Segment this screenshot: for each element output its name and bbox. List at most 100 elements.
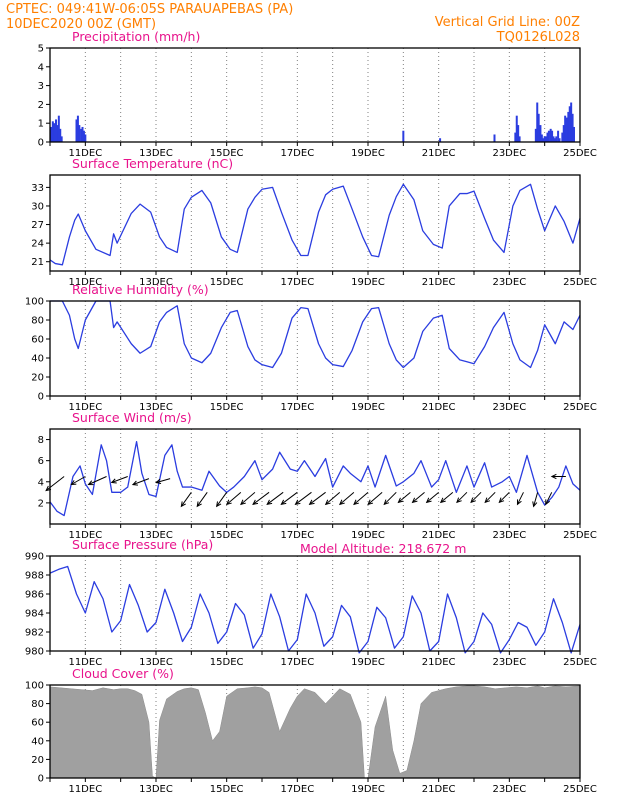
surface_pressure-title: Surface Pressure (hPa) <box>72 537 213 552</box>
wind-arrow <box>545 492 553 506</box>
wind-arrow <box>180 492 192 508</box>
wind-arrow <box>439 491 454 504</box>
wind-arrow <box>516 492 524 506</box>
wind-arrow <box>294 491 312 506</box>
precip-bar <box>545 136 548 142</box>
surface_pressure-frame <box>49 555 581 652</box>
wind-arrow-head <box>484 497 491 504</box>
wind-arrow-head <box>456 497 462 504</box>
x-tick-label: 13DEC <box>139 148 173 159</box>
y-tick-label: 30 <box>31 201 44 212</box>
wind-arrow <box>280 491 298 506</box>
panels: 0 1 2 3 4 5 11DEC 13DEC 15DEC 17DEC 19DEC 21DEC 23DE… <box>25 29 597 795</box>
y-tick-label: 0 <box>38 392 44 403</box>
relative_humidity-line <box>50 300 581 369</box>
wind-arrow-head <box>498 497 505 504</box>
y-tick-label: 40 <box>31 354 44 365</box>
x-tick-label: 23DEC <box>492 657 526 668</box>
x-tick-label: 13DEC <box>139 784 173 795</box>
y-tick-label: 100 <box>25 681 44 692</box>
surface_temperature-panel: 21 24 27 30 33 11DEC 13DEC 15DEC 17DEC 19DEC 21DEC… <box>31 156 597 288</box>
x-tick-label: 19DEC <box>351 784 385 795</box>
wind-arrow-shaft <box>252 491 270 505</box>
precip-bar <box>75 119 78 142</box>
precip-bar <box>549 128 552 142</box>
relative_humidity-title: Relative Humidity (%) <box>72 282 209 297</box>
precip-bar <box>543 136 546 142</box>
wind-arrow-shaft <box>309 491 326 505</box>
wind-arrow <box>456 491 468 504</box>
wind-arrow <box>550 473 566 480</box>
wind-arrow-shaft <box>545 492 553 505</box>
wind-arrow-shaft <box>180 492 192 507</box>
y-tick-label: 0 <box>38 774 44 785</box>
wind-arrow-shaft <box>88 476 107 485</box>
wind-arrow <box>308 491 326 506</box>
precip-bar <box>78 125 81 142</box>
y-tick-label: 20 <box>31 755 44 766</box>
wind-arrow-head <box>131 480 138 486</box>
precip-bar <box>571 113 574 142</box>
wind-arrow-shaft <box>484 491 496 503</box>
surface_wind-title: Surface Wind (m/s) <box>72 410 192 425</box>
wind-arrow-head <box>70 480 77 486</box>
x-tick-label: 15DEC <box>210 530 244 541</box>
x-tick-label: 17DEC <box>280 657 314 668</box>
wind-arrow <box>470 491 482 504</box>
x-tick-label: 15DEC <box>210 657 244 668</box>
precip-bar <box>562 125 565 142</box>
x-tick-label: 17DEC <box>280 402 314 413</box>
wind-arrow-shaft <box>470 491 482 503</box>
precip-bar <box>402 130 405 142</box>
x-tick-label: 21DEC <box>422 784 456 795</box>
precip-bar <box>517 125 520 142</box>
x-tick-label: 23DEC <box>492 530 526 541</box>
y-tick-label: 21 <box>31 257 44 268</box>
grid-line-note: Vertical Grid Line: 00Z <box>435 15 580 30</box>
wind-arrow <box>425 491 439 504</box>
wind-arrow <box>324 491 341 506</box>
wind-arrow <box>266 491 284 506</box>
wind-arrow-shaft <box>426 491 439 503</box>
wind-arrow-head <box>516 499 522 506</box>
x-tick-label: 11DEC <box>68 530 102 541</box>
precip-bar <box>570 102 573 142</box>
wind-arrow <box>338 491 355 506</box>
precip-bar <box>534 128 537 142</box>
wind-arrow-head <box>470 497 476 504</box>
relative_humidity-frame <box>49 300 581 397</box>
wind-arrow-shaft <box>498 491 510 503</box>
wind-arrow-shaft <box>383 491 397 505</box>
precip-bar <box>553 138 556 142</box>
precip-bar <box>557 130 560 142</box>
y-tick-label: 1 <box>38 119 44 130</box>
wind-arrow <box>252 491 270 506</box>
precip-bar <box>57 115 60 142</box>
wind-arrow-shaft <box>71 476 86 485</box>
wind-arrow-head <box>252 499 259 506</box>
y-tick-label: 984 <box>25 609 44 620</box>
x-tick-label: 11DEC <box>68 657 102 668</box>
wind-arrow-shaft <box>367 491 383 505</box>
wind-arrow-head <box>324 499 331 506</box>
wind-arrow-head <box>240 499 246 506</box>
wind-arrow-head <box>425 497 432 504</box>
wind-arrow-head <box>155 478 162 484</box>
x-tick-label: 13DEC <box>139 530 173 541</box>
y-tick-label: 6 <box>38 456 44 467</box>
precip-bar <box>567 111 570 142</box>
date-line: 10DEC2020 00Z (GMT) <box>6 17 156 32</box>
wind-arrow-shaft <box>111 476 128 483</box>
wind-arrow-head <box>196 501 202 508</box>
wind-arrow <box>155 478 171 484</box>
precip-bar <box>546 132 549 142</box>
model-id: TQ0126L028 <box>496 30 580 45</box>
wind-arrow-head <box>294 499 301 506</box>
y-tick-label: 3 <box>38 81 44 92</box>
x-tick-label: 17DEC <box>280 148 314 159</box>
wind-arrow <box>45 476 65 492</box>
wind-arrow-head <box>367 499 374 506</box>
x-tick-label: 21DEC <box>422 530 456 541</box>
precip-bar <box>536 102 539 142</box>
wind-arrow-shaft <box>266 491 284 505</box>
